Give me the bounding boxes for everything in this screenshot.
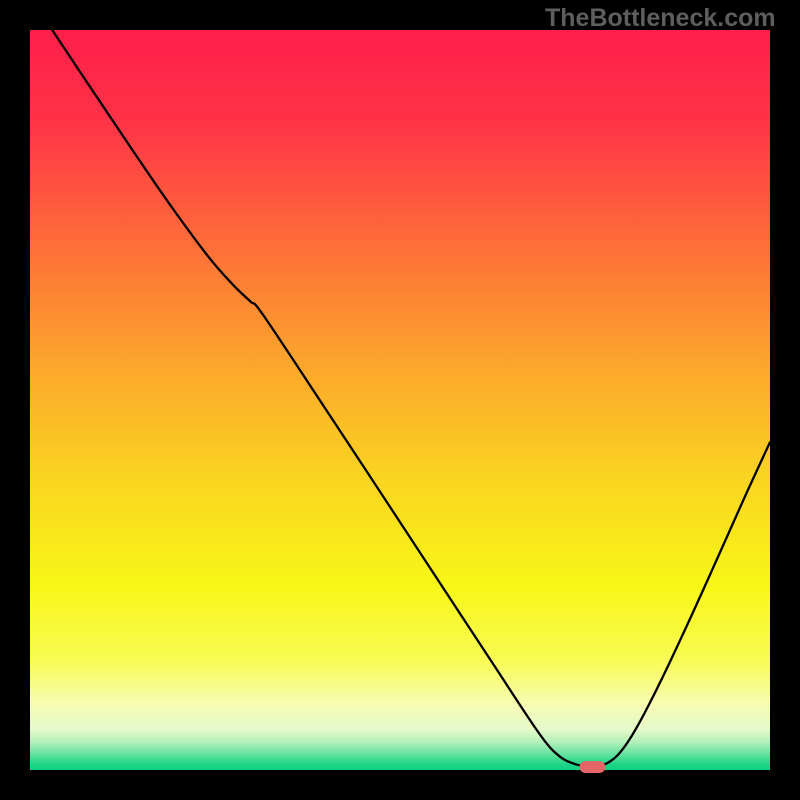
bottleneck-curve xyxy=(52,30,770,767)
watermark-text: TheBottleneck.com xyxy=(545,4,776,33)
chart-canvas: TheBottleneck.com xyxy=(0,0,800,800)
optimal-point-marker xyxy=(579,761,605,773)
plot-overlay xyxy=(0,0,800,800)
